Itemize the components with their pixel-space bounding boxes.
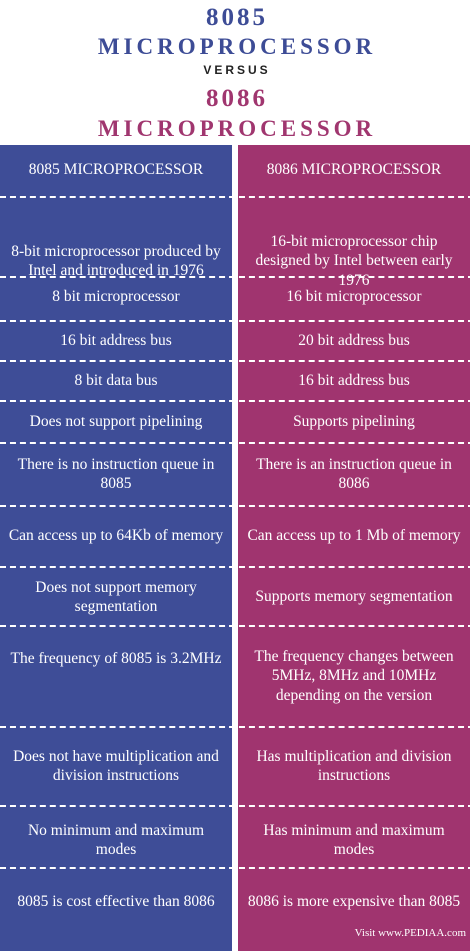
row-1-right: 16-bit microprocessor chip designed by I… <box>255 232 453 289</box>
row-5-left: Does not support pipelining <box>29 413 203 431</box>
row-2-left: 8 bit microprocessor <box>52 288 180 306</box>
row-1-left: 8-bit microprocessor produced by Intel a… <box>11 242 221 280</box>
row-3-left: 16 bit address bus <box>60 332 172 350</box>
row-divider <box>0 805 474 807</box>
row-11-right: Has minimum and maximum modes <box>263 821 445 859</box>
title-versus: VERSUS <box>203 63 271 77</box>
row-divider <box>0 442 474 444</box>
row-divider <box>0 400 474 402</box>
footer-credit: Visit www.PEDIAA.com <box>354 927 466 939</box>
header-8085: 8085 MICROPROCESSOR <box>28 161 204 179</box>
row-12-left: 8085 is cost effective than 8086 <box>17 893 215 911</box>
row-7-left: Can access up to 64Kb of memory <box>8 527 224 545</box>
row-2-right: 16 bit microprocessor <box>286 288 422 306</box>
column-8085: 8085 MICROPROCESSOR 8-bit microprocessor… <box>0 145 232 951</box>
title-8086: 8086 <box>206 85 268 112</box>
row-6-left: There is no instruction queue in 8085 <box>17 455 215 493</box>
title-8085: 8085 <box>206 4 268 31</box>
row-divider <box>0 505 474 507</box>
row-4-left: 8 bit data bus <box>74 372 158 390</box>
row-5-right: Supports pipelining <box>293 413 415 431</box>
column-8086: 8086 MICROPROCESSOR 16-bit microprocesso… <box>238 145 470 951</box>
row-11-left: No minimum and maximum modes <box>27 821 205 859</box>
row-3-right: 20 bit address bus <box>298 332 410 350</box>
row-divider <box>0 867 474 869</box>
row-7-right: Can access up to 1 Mb of memory <box>247 527 461 545</box>
row-10-right: Has multiplication and division instruct… <box>256 747 452 785</box>
row-10-left: Does not have multiplication and divisio… <box>13 747 219 785</box>
row-8-right: Supports memory segmentation <box>255 588 453 606</box>
row-divider <box>0 726 474 728</box>
title-microprocessor-2: MICROPROCESSOR <box>97 116 377 141</box>
row-divider <box>0 566 474 568</box>
row-divider <box>0 320 474 322</box>
row-9-right: The frequency changes between 5MHz, 8MHz… <box>254 647 454 704</box>
row-divider <box>0 360 474 362</box>
title-microprocessor-1: MICROPROCESSOR <box>97 34 377 59</box>
row-divider <box>0 625 474 627</box>
row-12-right: 8086 is more expensive than 8085 <box>247 893 461 911</box>
row-divider <box>0 196 474 198</box>
row-divider <box>0 276 474 278</box>
row-8-left: Does not support memory segmentation <box>35 578 197 616</box>
header-8086: 8086 MICROPROCESSOR <box>266 161 442 179</box>
row-9-left: The frequency of 8085 is 3.2MHz <box>10 650 222 668</box>
row-6-right: There is an instruction queue in 8086 <box>256 455 452 493</box>
row-4-right: 16 bit address bus <box>298 372 410 390</box>
